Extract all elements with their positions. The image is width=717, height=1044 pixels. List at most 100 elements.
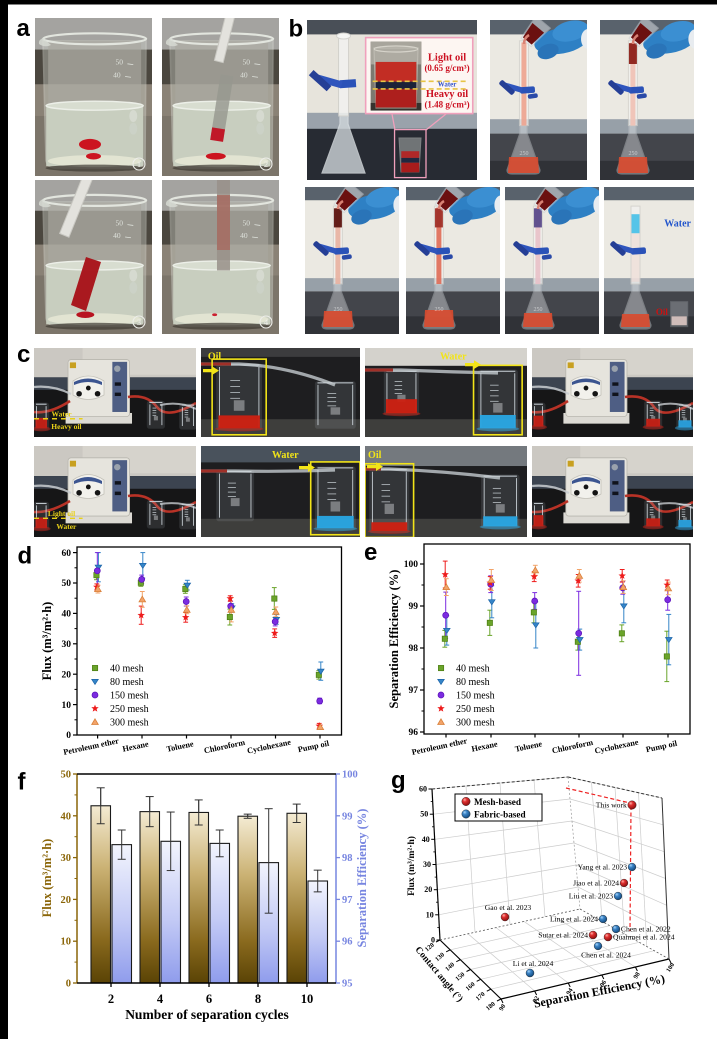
svg-text:Water: Water xyxy=(440,352,467,363)
svg-text:Gao et al. 2023: Gao et al. 2023 xyxy=(485,903,532,912)
svg-text:30: 30 xyxy=(62,640,72,650)
svg-text:250 mesh: 250 mesh xyxy=(110,704,149,715)
svg-text:Water: Water xyxy=(438,81,457,89)
svg-text:100: 100 xyxy=(665,962,676,974)
svg-text:0: 0 xyxy=(431,936,435,945)
svg-text:Water: Water xyxy=(56,522,77,531)
svg-text:Flux (m³/m²·h): Flux (m³/m²·h) xyxy=(406,836,417,896)
svg-text:Separation Efficiency (%): Separation Efficiency (%) xyxy=(387,570,401,709)
svg-text:250: 250 xyxy=(534,307,543,313)
svg-text:6: 6 xyxy=(206,992,212,1006)
svg-text:Heavy oil: Heavy oil xyxy=(426,89,468,100)
svg-text:97: 97 xyxy=(342,895,353,906)
svg-text:b: b xyxy=(289,16,304,43)
svg-text:150: 150 xyxy=(454,971,466,983)
svg-text:Chen et al. 2022: Chen et al. 2022 xyxy=(621,925,671,934)
svg-text:4: 4 xyxy=(264,317,269,327)
svg-text:40: 40 xyxy=(240,231,248,240)
svg-text:96: 96 xyxy=(599,978,609,988)
svg-text:40: 40 xyxy=(240,70,248,79)
svg-text:50: 50 xyxy=(115,58,123,67)
svg-text:Liu et al. 2023: Liu et al. 2023 xyxy=(569,892,613,901)
svg-text:250: 250 xyxy=(629,151,638,157)
svg-text:Water: Water xyxy=(272,450,299,461)
svg-text:250: 250 xyxy=(520,151,529,157)
svg-text:2: 2 xyxy=(108,992,114,1006)
svg-text:140: 140 xyxy=(444,961,456,973)
svg-text:40: 40 xyxy=(62,610,72,620)
svg-text:96: 96 xyxy=(409,728,419,738)
svg-text:50: 50 xyxy=(242,58,250,67)
svg-text:c: c xyxy=(17,341,30,368)
svg-text:20: 20 xyxy=(424,885,432,894)
svg-text:10: 10 xyxy=(61,937,72,948)
svg-text:Sutar et al. 2024: Sutar et al. 2024 xyxy=(538,931,588,940)
svg-text:50: 50 xyxy=(62,579,72,589)
svg-text:Light oil: Light oil xyxy=(428,52,466,63)
svg-text:40 mesh: 40 mesh xyxy=(456,664,490,675)
svg-text:a: a xyxy=(17,15,31,42)
svg-text:150 mesh: 150 mesh xyxy=(456,691,495,702)
svg-text:250: 250 xyxy=(435,307,444,313)
svg-text:Chen et al. 2024: Chen et al. 2024 xyxy=(581,951,631,960)
svg-text:99: 99 xyxy=(342,811,353,822)
svg-text:100: 100 xyxy=(404,560,419,570)
svg-text:Oil: Oil xyxy=(368,450,382,461)
svg-text:Quanmei et al. 2024: Quanmei et al. 2024 xyxy=(613,933,675,942)
svg-text:0: 0 xyxy=(66,731,71,741)
svg-text:3: 3 xyxy=(137,317,141,327)
svg-text:50: 50 xyxy=(420,810,428,819)
svg-text:10: 10 xyxy=(62,701,72,711)
svg-text:1: 1 xyxy=(137,159,141,169)
svg-text:Yang et al. 2023: Yang et al. 2023 xyxy=(578,863,628,872)
svg-text:Water: Water xyxy=(664,219,691,230)
svg-text:50: 50 xyxy=(242,218,250,227)
svg-text:Mesh-based: Mesh-based xyxy=(474,797,521,807)
svg-text:2: 2 xyxy=(264,159,268,169)
svg-text:40: 40 xyxy=(113,70,121,79)
svg-text:Oil: Oil xyxy=(208,352,222,363)
svg-text:40: 40 xyxy=(61,811,72,822)
svg-text:Fabric-based: Fabric-based xyxy=(474,810,526,820)
svg-text:Flux (m³/m²·h): Flux (m³/m²·h) xyxy=(40,839,54,918)
svg-text:d: d xyxy=(18,543,33,570)
svg-text:10: 10 xyxy=(301,992,314,1006)
svg-text:250 mesh: 250 mesh xyxy=(456,704,495,715)
svg-text:Number of separation cycles: Number of separation cycles xyxy=(125,1007,289,1022)
svg-text:300 mesh: 300 mesh xyxy=(110,718,149,729)
svg-text:92: 92 xyxy=(532,995,541,1004)
svg-text:(0.65 g/cm³): (0.65 g/cm³) xyxy=(424,63,469,73)
svg-text:Separation Efficiency (%): Separation Efficiency (%) xyxy=(355,809,369,948)
svg-text:90: 90 xyxy=(498,1003,507,1012)
svg-text:80 mesh: 80 mesh xyxy=(110,677,144,688)
svg-text:8: 8 xyxy=(255,992,261,1006)
svg-text:60: 60 xyxy=(419,785,427,794)
svg-text:98: 98 xyxy=(632,970,642,980)
svg-text:f: f xyxy=(18,769,27,796)
svg-text:94: 94 xyxy=(565,986,575,996)
svg-text:40: 40 xyxy=(113,231,121,240)
svg-text:150 mesh: 150 mesh xyxy=(110,691,149,702)
svg-text:50: 50 xyxy=(61,770,72,781)
svg-text:This work: This work xyxy=(596,801,627,810)
svg-text:96: 96 xyxy=(342,937,353,948)
svg-text:0: 0 xyxy=(66,979,71,990)
svg-text:160: 160 xyxy=(465,981,477,993)
svg-text:60: 60 xyxy=(62,549,72,559)
svg-text:(1.48 g/cm³): (1.48 g/cm³) xyxy=(424,100,469,110)
svg-text:99: 99 xyxy=(409,602,419,612)
svg-text:50: 50 xyxy=(115,218,123,227)
svg-text:95: 95 xyxy=(342,979,353,990)
svg-text:120: 120 xyxy=(424,942,436,954)
svg-text:30: 30 xyxy=(61,853,72,864)
svg-text:20: 20 xyxy=(61,895,72,906)
svg-text:e: e xyxy=(364,539,377,566)
svg-text:40: 40 xyxy=(422,835,430,844)
svg-text:Jiao et al. 2024: Jiao et al. 2024 xyxy=(573,879,619,888)
svg-text:Li et al. 2024: Li et al. 2024 xyxy=(513,959,554,968)
svg-text:98: 98 xyxy=(409,644,419,654)
svg-text:g: g xyxy=(391,767,406,794)
svg-text:180: 180 xyxy=(485,1001,497,1013)
svg-text:80 mesh: 80 mesh xyxy=(456,677,490,688)
svg-text:Water: Water xyxy=(52,410,73,419)
